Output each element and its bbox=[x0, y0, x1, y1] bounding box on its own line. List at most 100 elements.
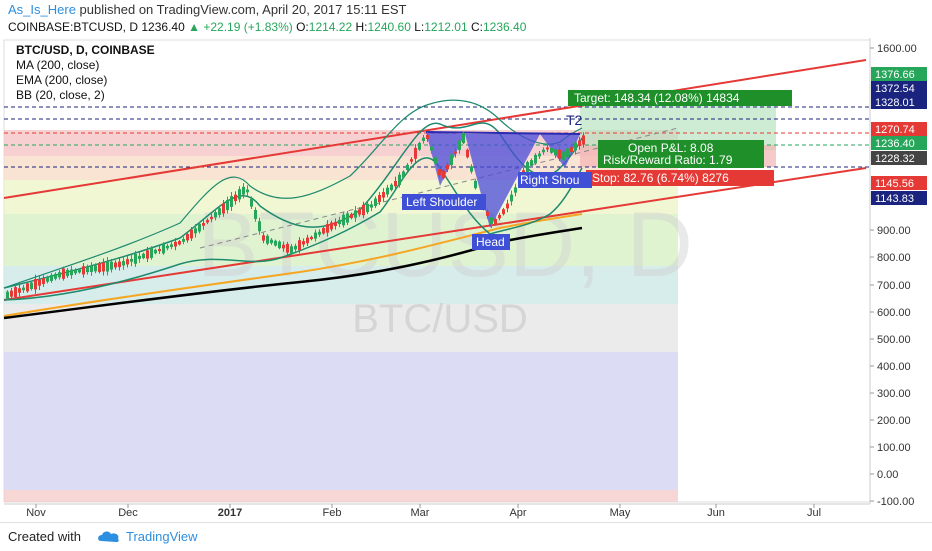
candle-body bbox=[230, 196, 233, 207]
x-tick-label: Apr bbox=[509, 507, 526, 519]
candle-body bbox=[98, 263, 101, 273]
candle-body bbox=[358, 209, 361, 215]
candle-body bbox=[546, 147, 549, 150]
candle-body bbox=[26, 283, 29, 292]
candle-body bbox=[234, 194, 237, 202]
candle-body bbox=[582, 135, 585, 145]
price-tag bbox=[871, 136, 927, 150]
candle-body bbox=[50, 274, 53, 281]
open-label: O: bbox=[296, 20, 309, 34]
candle-body bbox=[82, 266, 85, 275]
candle-body bbox=[18, 288, 21, 293]
candle-body bbox=[354, 210, 357, 218]
candle-body bbox=[134, 253, 137, 264]
candle-body bbox=[66, 269, 69, 277]
price-tag-label: 1270.74 bbox=[875, 124, 915, 136]
candle-body bbox=[214, 212, 217, 218]
candle-body bbox=[10, 290, 13, 297]
candle-body bbox=[138, 255, 141, 259]
candle-body bbox=[506, 203, 509, 209]
tradingview-cloud-icon bbox=[98, 531, 119, 542]
candle-body bbox=[178, 240, 181, 245]
watermark-small: BTC/USD bbox=[352, 297, 528, 341]
candle-body bbox=[490, 217, 493, 224]
candle-body bbox=[106, 261, 109, 272]
candle-body bbox=[290, 246, 293, 254]
candle-body bbox=[554, 149, 557, 156]
candle-body bbox=[446, 164, 449, 170]
ma-line bbox=[3, 226, 583, 320]
candle-body bbox=[342, 214, 345, 226]
candle-body bbox=[530, 160, 533, 166]
candle-body bbox=[222, 203, 225, 214]
tradingview-link[interactable]: TradingView bbox=[126, 529, 198, 544]
bb-upper bbox=[3, 157, 583, 301]
head-label: Head bbox=[476, 235, 505, 249]
candle-body bbox=[90, 266, 93, 272]
candle-body bbox=[258, 221, 261, 232]
price-labels: 1376.66 1372.54 1328.01 1270.74 1236.40 1228.… bbox=[871, 67, 927, 205]
candle-body bbox=[458, 140, 461, 151]
candle-body bbox=[422, 137, 425, 141]
candle-body bbox=[442, 170, 445, 179]
candle-body bbox=[398, 174, 401, 186]
candle-body bbox=[70, 269, 73, 276]
y-tick-label: 300.00 bbox=[877, 388, 911, 400]
x-tick-label: Jun bbox=[707, 507, 725, 519]
candle-body bbox=[158, 248, 161, 252]
chart-header: As_Is_Here published on TradingView.com,… bbox=[0, 0, 932, 38]
candle-body bbox=[394, 180, 397, 187]
candle-body bbox=[410, 159, 413, 162]
candle-body bbox=[534, 154, 537, 164]
candle-body bbox=[54, 273, 57, 279]
fib-zone-lavender bbox=[4, 352, 678, 490]
neckline bbox=[425, 131, 581, 135]
y-tick-label: 600.00 bbox=[877, 307, 911, 319]
candle-body bbox=[414, 147, 417, 159]
candle-body bbox=[454, 151, 457, 154]
left-shoulder-badge bbox=[402, 194, 486, 210]
y-tick-label: -100.00 bbox=[877, 496, 914, 508]
candle-body bbox=[202, 223, 205, 226]
price-axis[interactable] bbox=[870, 38, 932, 508]
candle-body bbox=[334, 221, 337, 227]
candle-body bbox=[150, 248, 153, 258]
up-arrow-icon: ▲ bbox=[188, 20, 200, 34]
y-tick-label: 400.00 bbox=[877, 361, 911, 373]
candle-body bbox=[218, 208, 221, 215]
y-tick-label: 900.00 bbox=[877, 225, 911, 237]
candle-body bbox=[198, 223, 201, 232]
price-tag bbox=[871, 151, 927, 165]
publish-line: As_Is_Here published on TradingView.com,… bbox=[8, 2, 406, 17]
candle-body bbox=[510, 194, 513, 202]
fib-zone-gray bbox=[4, 304, 678, 352]
candle-body bbox=[466, 149, 469, 158]
price-chart[interactable]: BTCUSD, D BTC/USD Target: 148.34 (12.08%… bbox=[0, 38, 932, 522]
candle-body bbox=[302, 241, 305, 245]
price-tag-label: 1372.54 bbox=[875, 83, 915, 95]
channel-upper bbox=[3, 59, 867, 199]
candle-body bbox=[430, 146, 433, 151]
y-tick-label: 0.00 bbox=[877, 469, 898, 481]
price-tag bbox=[871, 176, 927, 190]
author-link[interactable]: As_Is_Here bbox=[8, 2, 76, 17]
candle-body bbox=[426, 134, 429, 140]
candle-body bbox=[282, 244, 285, 249]
candle-body bbox=[462, 132, 465, 144]
price-tag-label: 1143.83 bbox=[875, 193, 914, 205]
candle-body bbox=[278, 241, 281, 249]
candle-body bbox=[162, 243, 165, 254]
candle-body bbox=[166, 245, 169, 249]
time-axis-ticks: Nov Dec 2017 Feb Mar Apr May Jun Jul bbox=[26, 504, 821, 519]
candle-body bbox=[266, 235, 269, 244]
candle-body bbox=[170, 244, 173, 247]
candle-body bbox=[226, 200, 229, 211]
price-tag-label: 1228.32 bbox=[875, 153, 915, 165]
candle-body bbox=[514, 187, 517, 193]
candle-body bbox=[318, 231, 321, 235]
candle-body bbox=[314, 232, 317, 239]
candle-body bbox=[366, 203, 369, 213]
candle-body bbox=[402, 171, 405, 178]
candle-body bbox=[538, 153, 541, 157]
t2-label: T2 bbox=[566, 112, 583, 128]
